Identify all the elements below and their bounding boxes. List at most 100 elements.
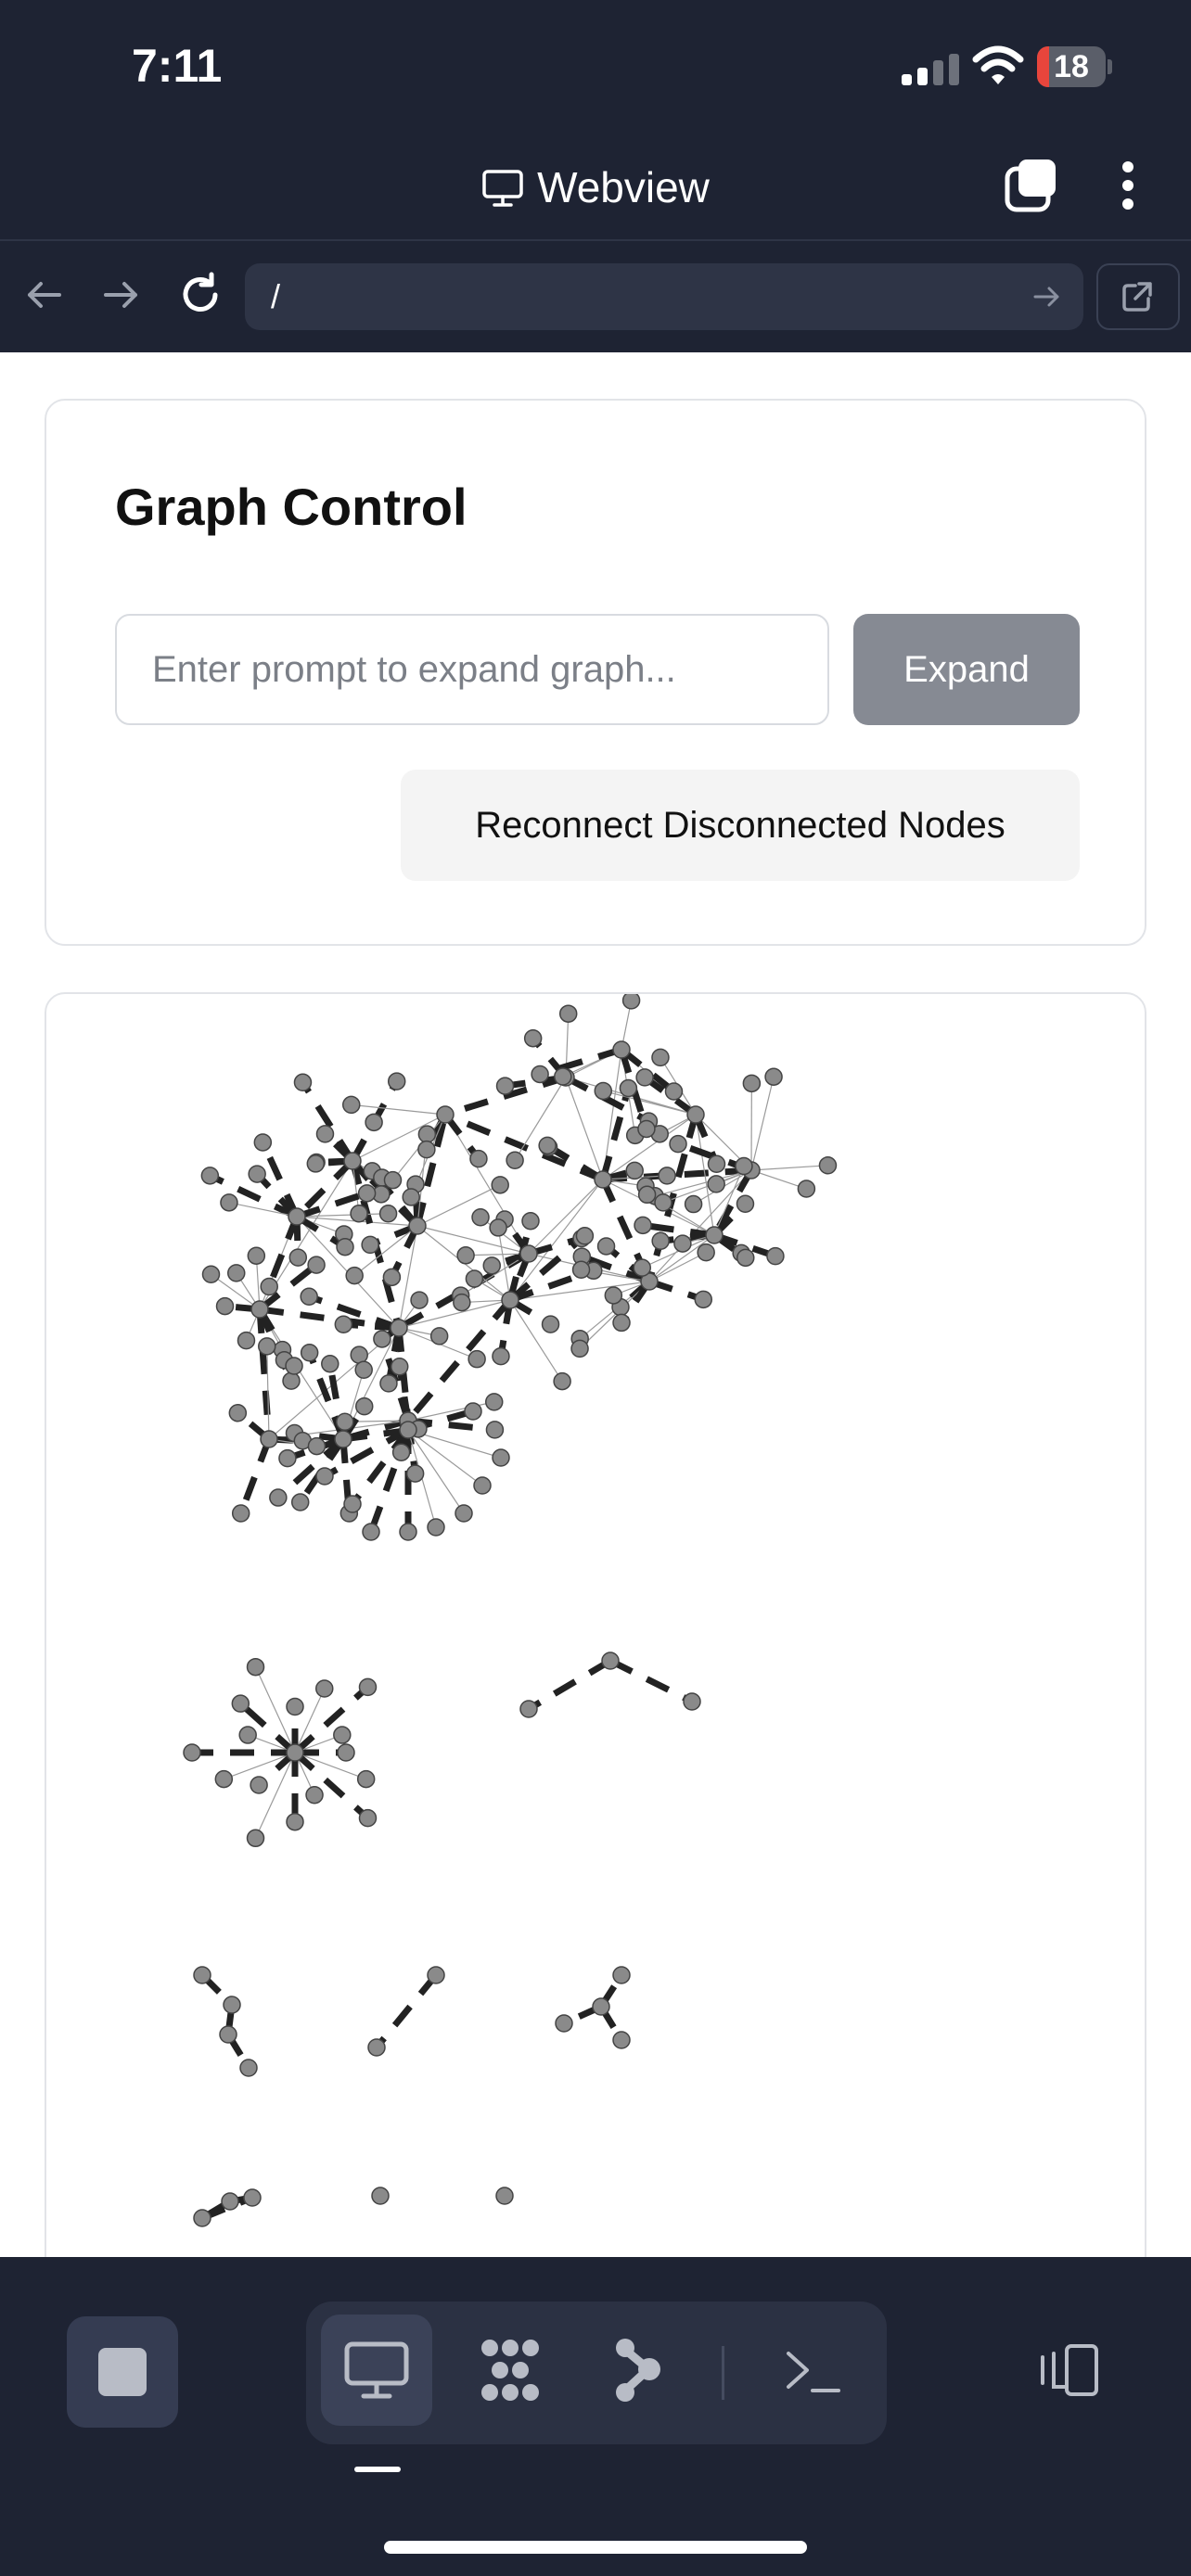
graph-node[interactable] (635, 1068, 654, 1087)
graph-node[interactable] (612, 1966, 631, 1984)
stop-button[interactable] (67, 2316, 178, 2428)
graph-node[interactable] (382, 1268, 402, 1287)
graph-node[interactable] (253, 1133, 273, 1152)
graph-node[interactable] (214, 1769, 234, 1789)
graph-node[interactable] (596, 1237, 616, 1256)
go-arrow-icon[interactable] (1031, 282, 1061, 312)
graph-node[interactable] (378, 1205, 398, 1223)
graph-node[interactable] (405, 1464, 425, 1483)
mode-monitor-button[interactable] (321, 2315, 432, 2426)
graph-node[interactable] (334, 1315, 353, 1334)
graph-node[interactable] (246, 1829, 265, 1848)
graph-node[interactable] (427, 1518, 445, 1537)
graph-node[interactable] (408, 1217, 427, 1235)
graph-node[interactable] (231, 1694, 250, 1713)
graph-node[interactable] (193, 2209, 211, 2227)
graph-node[interactable] (350, 1205, 368, 1223)
graph-node[interactable] (495, 1077, 515, 1095)
tabs-icon[interactable] (1004, 158, 1059, 213)
graph-node[interactable] (764, 1067, 783, 1086)
graph-node[interactable] (594, 1081, 613, 1101)
graph-node[interactable] (612, 2031, 631, 2049)
graph-node[interactable] (558, 1004, 578, 1023)
graph-node[interactable] (570, 1339, 589, 1358)
graph-node[interactable] (390, 1357, 409, 1376)
graph-node[interactable] (223, 1996, 241, 2014)
graph-node[interactable] (286, 1743, 304, 1762)
graph-node[interactable] (343, 1495, 362, 1513)
graph-node[interactable] (519, 1244, 538, 1263)
graph-node[interactable] (471, 1207, 490, 1227)
mode-terminal-button[interactable] (757, 2315, 868, 2426)
graph-node[interactable] (288, 1248, 308, 1267)
graph-node[interactable] (742, 1074, 762, 1093)
graph-node[interactable] (193, 1966, 211, 1984)
graph-node[interactable] (684, 1194, 703, 1214)
graph-node[interactable] (379, 1374, 398, 1393)
graph-node[interactable] (354, 1396, 374, 1416)
graph-node[interactable] (248, 1165, 266, 1183)
graph-node[interactable] (278, 1448, 297, 1468)
reload-icon[interactable] (174, 269, 226, 321)
graph-node[interactable] (315, 1125, 335, 1143)
graph-node[interactable] (818, 1156, 838, 1175)
graph-node[interactable] (469, 1149, 488, 1168)
graph-node[interactable] (766, 1246, 785, 1266)
graph-node[interactable] (269, 1488, 288, 1507)
graph-node[interactable] (315, 1467, 334, 1486)
graph-node[interactable] (473, 1476, 492, 1495)
graph-node[interactable] (282, 1371, 301, 1390)
graph-node[interactable] (315, 1679, 334, 1698)
graph-node[interactable] (307, 1436, 327, 1456)
graph-node[interactable] (612, 1313, 631, 1333)
prompt-input[interactable] (115, 614, 829, 725)
graph-node[interactable] (673, 1234, 692, 1253)
expand-button[interactable]: Expand (853, 614, 1080, 725)
graph-node[interactable] (358, 1808, 378, 1828)
graph-node[interactable] (531, 1065, 549, 1084)
graph-node[interactable] (492, 1448, 510, 1467)
graph-node[interactable] (612, 1040, 631, 1059)
graph-node[interactable] (506, 1151, 524, 1169)
graph-node[interactable] (300, 1344, 319, 1362)
graph-node[interactable] (371, 2187, 390, 2205)
graph-node[interactable] (290, 1493, 310, 1511)
reconnect-disconnected-nodes-button[interactable]: Reconnect Disconnected Nodes (401, 770, 1080, 881)
graph-node[interactable] (333, 1726, 352, 1744)
graph-node[interactable] (350, 1345, 368, 1364)
graph-node[interactable] (336, 1237, 354, 1256)
graph-node[interactable] (345, 1266, 364, 1285)
graph-node[interactable] (654, 1193, 672, 1212)
graph-node[interactable] (492, 1346, 510, 1366)
graph-node[interactable] (383, 1170, 403, 1190)
graph-node[interactable] (358, 1677, 378, 1697)
graph-node[interactable] (337, 1743, 355, 1762)
graph-node[interactable] (365, 1113, 383, 1132)
graph-node[interactable] (634, 1216, 652, 1235)
graph-node[interactable] (456, 1246, 475, 1265)
graph-node[interactable] (553, 1371, 571, 1391)
graph-node[interactable] (300, 1287, 318, 1307)
graph-node[interactable] (619, 1078, 638, 1098)
url-field[interactable]: / (245, 263, 1083, 330)
arrow-right-icon[interactable] (95, 269, 147, 321)
graph-node[interactable] (651, 1231, 670, 1251)
mode-branch-button[interactable] (581, 2315, 692, 2426)
graph-node[interactable] (237, 1331, 256, 1350)
graph-node[interactable] (555, 2014, 573, 2033)
graph-node[interactable] (357, 1184, 377, 1203)
graph-node[interactable] (307, 1256, 326, 1274)
graph-node[interactable] (455, 1504, 473, 1523)
graph-node[interactable] (399, 1421, 417, 1439)
graph-node[interactable] (336, 1412, 354, 1432)
graph-node[interactable] (215, 1296, 235, 1316)
graph-node[interactable] (286, 1697, 304, 1716)
graph-node[interactable] (356, 1769, 376, 1789)
graph-node[interactable] (391, 1443, 411, 1461)
graph-node[interactable] (334, 1430, 352, 1448)
graph-node[interactable] (651, 1048, 670, 1067)
graph-node[interactable] (239, 2059, 258, 2077)
graph-node[interactable] (482, 1256, 502, 1275)
graph-node[interactable] (410, 1291, 429, 1309)
graph-node[interactable] (399, 1523, 417, 1541)
